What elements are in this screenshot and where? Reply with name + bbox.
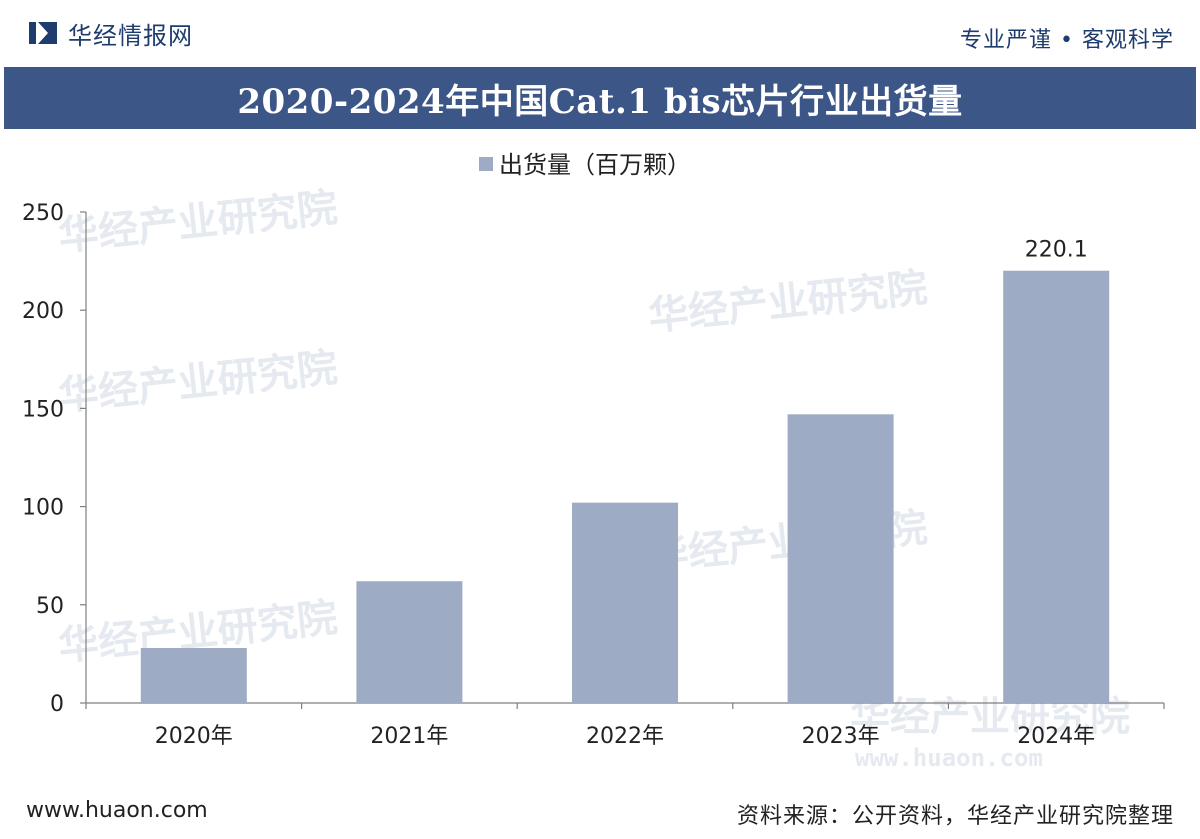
x-tick-label: 2023年: [802, 724, 880, 749]
brand: 华经情报网: [28, 18, 193, 50]
plot-area: 0 50 100 150 200 250 2020年 2021年 2022年 2023年 2024年…: [22, 201, 1165, 749]
legend-swatch: [479, 157, 493, 171]
brand-name: 华经情报网: [68, 21, 193, 50]
y-tick-label: 200: [22, 299, 64, 324]
y-tick-label: 0: [50, 692, 64, 717]
title-bar: 2020-2024年中国Cat.1 bis芯片行业出货量: [4, 67, 1196, 129]
brand-logo-icon: [29, 22, 57, 44]
bar: [1003, 270, 1110, 703]
chart-title: 2020-2024年中国Cat.1 bis芯片行业出货量: [237, 81, 963, 122]
bar-chart: 华经产业研究院 华经产业研究院 华经产业研究院 华经产业研究院 华经产业研究院 …: [22, 151, 1165, 772]
x-tick-label: 2021年: [370, 724, 448, 749]
legend-label: 出货量（百万颗）: [499, 151, 691, 179]
slogan: 专业严谨 • 客观科学: [960, 28, 1174, 53]
watermark-text: 华经产业研究院: [646, 265, 929, 340]
watermark-text: 华经产业研究院: [56, 345, 339, 420]
x-tick-label: 2024年: [1017, 724, 1095, 749]
footer-website: www.huaon.com: [26, 798, 208, 823]
footer-source-note: 资料来源：公开资料，华经产业研究院整理: [736, 804, 1174, 829]
y-tick-label: 250: [22, 201, 64, 226]
bar: [572, 502, 678, 703]
bar: [140, 648, 247, 703]
y-tick-label: 150: [22, 397, 64, 422]
bar: [787, 414, 894, 703]
legend: 出货量（百万颗）: [479, 151, 691, 179]
watermark-text: 华经产业研究院: [56, 185, 339, 260]
footer: www.huaon.com 资料来源：公开资料，华经产业研究院整理: [0, 790, 1200, 839]
data-label: 220.1: [1025, 238, 1088, 263]
bar: [356, 581, 463, 703]
top-header: 华经情报网 专业严谨 • 客观科学: [0, 0, 1200, 66]
x-tick-label: 2020年: [155, 724, 233, 749]
y-tick-label: 50: [36, 594, 64, 619]
y-tick-label: 100: [22, 496, 64, 521]
watermark-site: www.huaon.com: [855, 744, 1043, 772]
x-tick-label: 2022年: [586, 724, 664, 749]
